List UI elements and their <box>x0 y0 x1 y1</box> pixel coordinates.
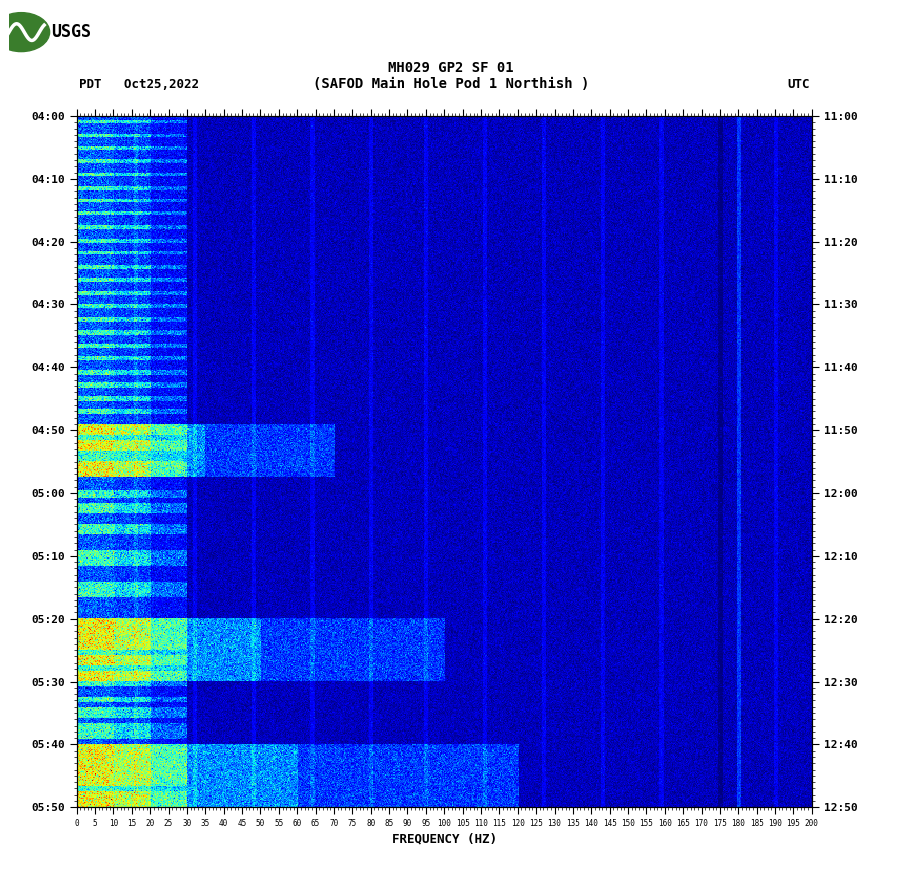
Circle shape <box>0 12 50 52</box>
Text: USGS: USGS <box>51 23 91 41</box>
Text: MH029 GP2 SF 01: MH029 GP2 SF 01 <box>388 61 514 75</box>
Text: PDT   Oct25,2022: PDT Oct25,2022 <box>79 78 199 91</box>
X-axis label: FREQUENCY (HZ): FREQUENCY (HZ) <box>391 832 497 846</box>
Text: (SAFOD Main Hole Pod 1 Northish ): (SAFOD Main Hole Pod 1 Northish ) <box>313 77 589 91</box>
Text: UTC: UTC <box>787 78 810 91</box>
